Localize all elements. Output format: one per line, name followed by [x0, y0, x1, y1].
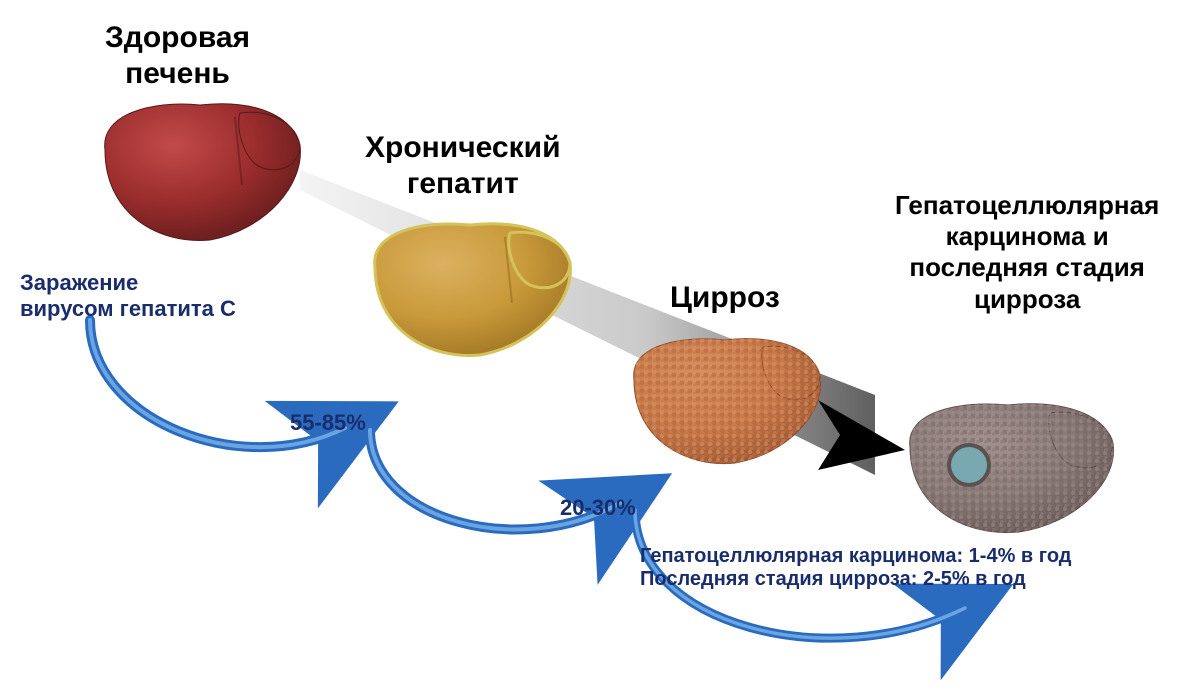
title-hepatitis-line2: гепатит [407, 167, 519, 200]
title-carcinoma-line3: последняя стадия [909, 252, 1144, 282]
label-infection-line1: Заражение [20, 270, 138, 295]
title-cirrhosis-line1: Цирроз [670, 281, 780, 314]
label-outcome-line1: Гепатоцеллюлярная карцинома: 1-4% в год [640, 545, 1071, 567]
label-outcome: Гепатоцеллюлярная карцинома: 1-4% в год … [640, 545, 1071, 591]
label-outcome-line2: Последняя стадия цирроза: 2-5% в год [640, 568, 1026, 590]
title-healthy-line1: Здоровая [105, 21, 250, 54]
title-carcinoma-line4: цирроза [974, 284, 1080, 314]
title-cirrhosis: Цирроз [670, 280, 780, 316]
label-pct1-text: 55-85% [290, 410, 366, 435]
title-healthy: Здоровая печень [105, 20, 250, 92]
title-hepatitis-line1: Хронический [365, 131, 561, 164]
blue-arrows [0, 0, 1200, 700]
label-pct2: 20-30% [560, 495, 636, 521]
title-carcinoma-line2: карцинома и [946, 221, 1109, 251]
title-carcinoma: Гепатоцеллюлярная карцинома и последняя … [895, 190, 1159, 315]
title-carcinoma-line1: Гепатоцеллюлярная [895, 190, 1159, 220]
label-pct2-text: 20-30% [560, 495, 636, 520]
label-infection: Заражение вирусом гепатита С [20, 270, 236, 322]
label-infection-line2: вирусом гепатита С [20, 296, 236, 321]
title-healthy-line2: печень [125, 57, 230, 90]
label-pct1: 55-85% [290, 410, 366, 436]
title-hepatitis: Хронический гепатит [365, 130, 561, 202]
